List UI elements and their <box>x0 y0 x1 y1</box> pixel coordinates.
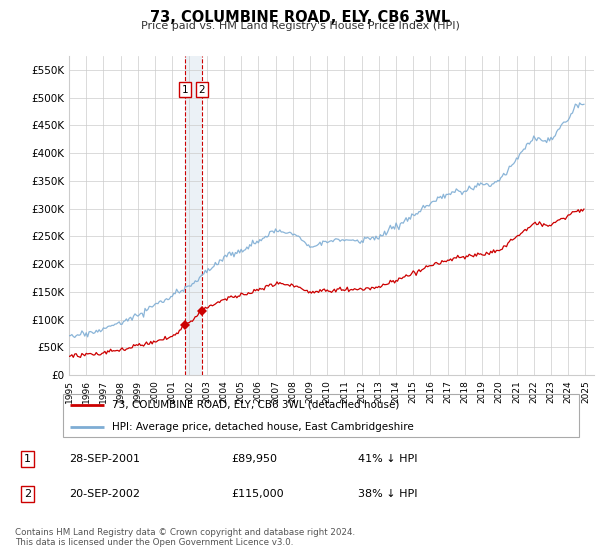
Bar <box>185 56 202 375</box>
Text: 1: 1 <box>182 85 188 95</box>
Text: 2: 2 <box>199 85 205 95</box>
Text: 28-SEP-2001: 28-SEP-2001 <box>70 454 140 464</box>
Text: 73, COLUMBINE ROAD, ELY, CB6 3WL: 73, COLUMBINE ROAD, ELY, CB6 3WL <box>150 10 450 25</box>
Text: 1: 1 <box>24 454 31 464</box>
Text: £89,950: £89,950 <box>231 454 277 464</box>
Text: 38% ↓ HPI: 38% ↓ HPI <box>358 489 417 499</box>
Text: 2: 2 <box>24 489 31 499</box>
Text: Price paid vs. HM Land Registry's House Price Index (HPI): Price paid vs. HM Land Registry's House … <box>140 21 460 31</box>
Text: 73, COLUMBINE ROAD, ELY, CB6 3WL (detached house): 73, COLUMBINE ROAD, ELY, CB6 3WL (detach… <box>112 400 400 410</box>
Text: 41% ↓ HPI: 41% ↓ HPI <box>358 454 417 464</box>
Text: £115,000: £115,000 <box>231 489 284 499</box>
Text: 20-SEP-2002: 20-SEP-2002 <box>70 489 140 499</box>
Text: Contains HM Land Registry data © Crown copyright and database right 2024.
This d: Contains HM Land Registry data © Crown c… <box>15 528 355 547</box>
Text: HPI: Average price, detached house, East Cambridgeshire: HPI: Average price, detached house, East… <box>112 422 414 432</box>
